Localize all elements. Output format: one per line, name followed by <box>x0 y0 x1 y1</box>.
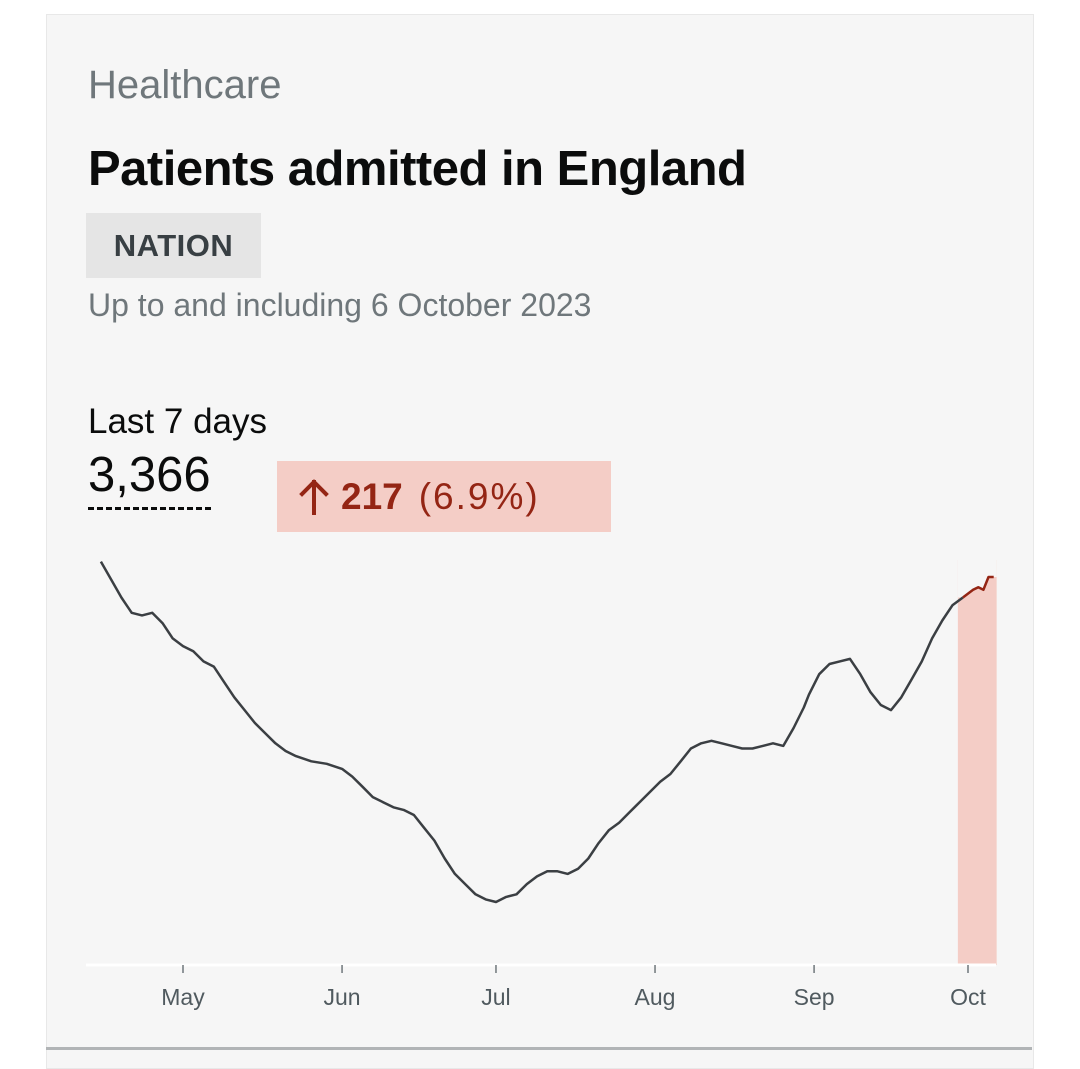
card-title: Patients admitted in England <box>88 142 747 196</box>
x-tick-label: May <box>161 984 205 1010</box>
metric-label: Last 7 days <box>88 402 267 441</box>
x-tick-label: Sep <box>794 984 835 1010</box>
highlight-mask <box>957 560 997 598</box>
x-tick-label: Jun <box>324 984 361 1010</box>
change-badge: 217 (6.9%) <box>277 461 611 532</box>
chart-card <box>46 14 1034 1069</box>
x-tick-label: Aug <box>635 984 676 1010</box>
x-tick-label: Oct <box>950 984 986 1010</box>
last-7-days-highlight <box>957 560 997 965</box>
date-subtitle: Up to and including 6 October 2023 <box>88 287 592 323</box>
change-value: 217 <box>341 475 403 517</box>
topic-kicker: Healthcare <box>88 63 282 107</box>
card-bottom-rule <box>46 1047 1032 1050</box>
series-line-last-7-days <box>962 575 994 599</box>
series-line <box>99 560 964 904</box>
area-type-tag: NATION <box>86 213 261 278</box>
change-percent: (6.9%) <box>418 475 540 517</box>
arrow-up-icon <box>299 478 329 515</box>
metric-value[interactable]: 3,366 <box>88 447 211 510</box>
x-tick-label: Jul <box>481 984 510 1010</box>
